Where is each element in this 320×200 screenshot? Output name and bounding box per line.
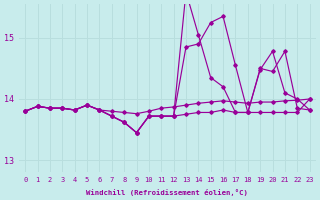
X-axis label: Windchill (Refroidissement éolien,°C): Windchill (Refroidissement éolien,°C) [86, 189, 248, 196]
